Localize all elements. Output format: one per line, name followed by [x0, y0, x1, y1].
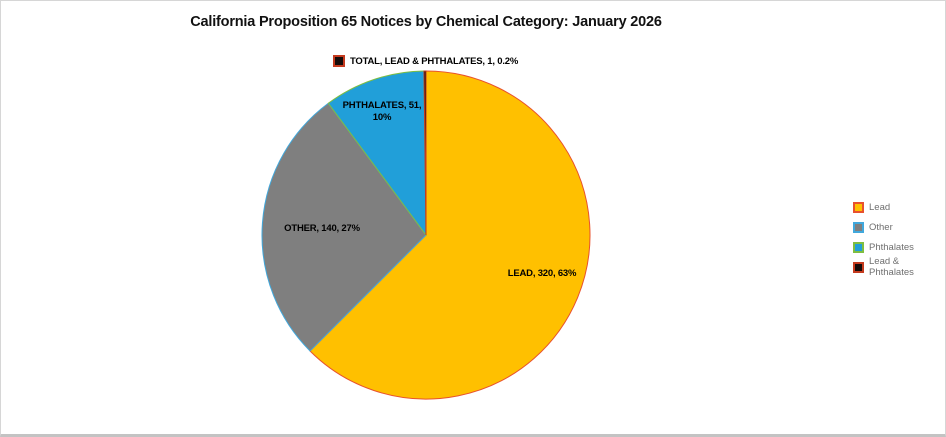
legend-item-phthalates[interactable]: Phthalates: [853, 237, 945, 257]
pie-slice-lead-phthalates[interactable]: [423, 70, 427, 236]
chart-title: California Proposition 65 Notices by Che…: [190, 14, 662, 30]
callout-label-lead-phthalates: TOTAL, LEAD & PHTHALATES, 1, 0.2%: [333, 55, 518, 67]
legend-item-lead-phthalates[interactable]: Lead & Phthalates: [853, 256, 945, 278]
pie-slice-other[interactable]: [261, 102, 427, 352]
legend-item-label: Phthalates: [869, 241, 914, 253]
legend-item-other[interactable]: Other: [853, 217, 945, 237]
pie-slice-lead[interactable]: [309, 70, 591, 400]
pie-slice-phthalates[interactable]: [327, 70, 427, 237]
legend-key-swatch-icon: [853, 221, 864, 233]
legend-key-swatch-icon: [853, 241, 864, 253]
callout-label-text: TOTAL, LEAD & PHTHALATES, 1, 0.2%: [350, 55, 519, 67]
legend-item-label: Lead & Phthalates: [869, 256, 914, 278]
legend-item-label: Lead: [869, 201, 891, 213]
legend-item-lead[interactable]: Lead: [853, 197, 945, 217]
chart-legend: Lead Other Phthalates Lead & Phthalates: [853, 197, 945, 278]
legend-key-swatch-icon: [853, 201, 864, 213]
legend-item-label: Other: [869, 221, 893, 233]
legend-key-swatch-icon: [853, 261, 864, 273]
callout-key-swatch-icon: [333, 55, 345, 67]
